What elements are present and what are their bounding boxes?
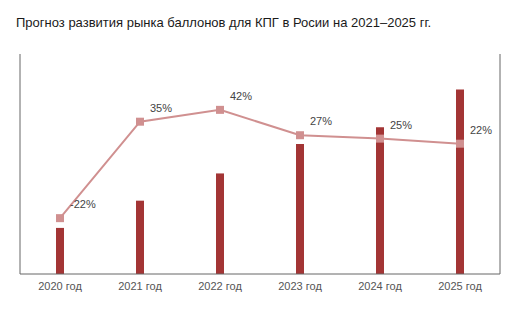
svg-text:2022 год: 2022 год — [198, 280, 242, 292]
svg-text:-22%: -22% — [70, 198, 96, 210]
svg-text:25%: 25% — [390, 119, 412, 131]
svg-text:2021 год: 2021 год — [118, 280, 162, 292]
svg-text:35%: 35% — [150, 102, 172, 114]
svg-text:22%: 22% — [470, 124, 492, 136]
html-text:Прогноз развития рынка баллоно: Прогноз развития рынка баллонов для КПГ … — [16, 15, 432, 30]
svg-text:2024 год: 2024 год — [358, 280, 402, 292]
svg-text:27%: 27% — [310, 115, 332, 127]
svg-text:42%: 42% — [230, 90, 252, 102]
svg-text:2020 год: 2020 год — [38, 280, 82, 292]
svg-text:2023 год: 2023 год — [278, 280, 322, 292]
svg-text:2025 год: 2025 год — [438, 280, 482, 292]
